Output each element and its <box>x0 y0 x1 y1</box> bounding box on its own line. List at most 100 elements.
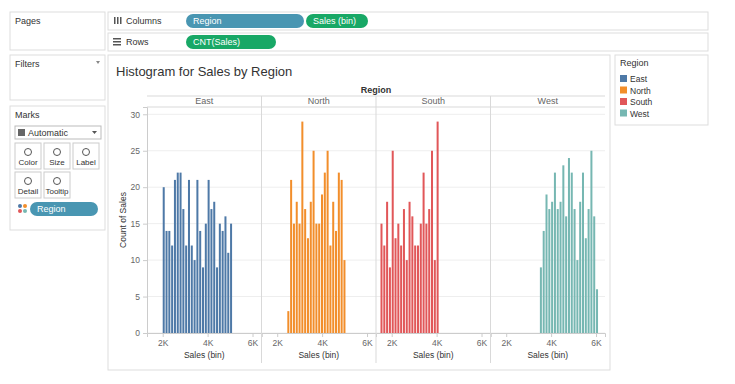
bar <box>568 158 570 333</box>
shelf-pill[interactable] <box>186 14 304 28</box>
bar <box>222 231 224 333</box>
y-axis-line <box>143 108 148 334</box>
grid-line <box>147 150 262 151</box>
page: PagesColumnsRegionSales (bin)RowsCNT(Sal… <box>0 0 735 384</box>
x-tick: 6K <box>591 333 602 348</box>
bar <box>208 180 210 333</box>
x-tick: 2K <box>502 333 513 348</box>
columns-shelf <box>108 12 708 30</box>
bars <box>540 151 598 333</box>
mark-type-text[interactable]: Automatic <box>28 128 69 138</box>
bar <box>199 231 201 333</box>
x-axis-line <box>491 334 606 338</box>
x-axis-line <box>148 334 263 338</box>
color-icon <box>18 209 22 213</box>
mark-button-label[interactable]: Size <box>49 158 65 167</box>
bar <box>301 122 303 333</box>
y-axis-title: Count of Sales <box>118 192 128 248</box>
legend-entry: North <box>630 86 651 96</box>
color-icon <box>23 204 27 208</box>
bar <box>571 173 573 333</box>
shelf-pill-text[interactable]: Region <box>193 16 222 26</box>
mark-button[interactable] <box>44 143 70 169</box>
bar <box>313 151 315 333</box>
grid-line <box>262 114 377 115</box>
rows-shelf <box>108 33 708 51</box>
x-axis-line <box>262 334 377 338</box>
x-tick-mark <box>392 333 393 337</box>
bar <box>397 224 399 333</box>
header-divider <box>147 96 605 97</box>
bar <box>411 216 413 333</box>
bar <box>185 246 187 333</box>
shelf-pill-text[interactable]: CNT(Sales) <box>193 37 240 47</box>
x-tick-mark <box>482 333 483 337</box>
bar <box>546 194 548 333</box>
marks-pill[interactable] <box>30 202 98 216</box>
bar <box>182 209 184 333</box>
bar <box>596 289 598 333</box>
bar <box>403 209 405 333</box>
x-tick-mark <box>596 333 597 337</box>
mark-button[interactable] <box>73 143 99 169</box>
pages-pane <box>10 12 105 50</box>
mark-button[interactable] <box>15 172 41 198</box>
bar <box>593 216 595 333</box>
marks-pane <box>10 106 105 230</box>
mark-type-dropdown[interactable] <box>15 126 101 139</box>
y-tick-mark <box>143 114 147 115</box>
facet-label: South <box>421 96 445 106</box>
sheet-pane <box>108 55 610 370</box>
bar <box>196 180 198 333</box>
mark-button-icon <box>83 149 90 156</box>
legend-entry: South <box>630 97 652 107</box>
shelf-pill-text[interactable]: Sales (bin) <box>313 16 356 26</box>
shelf-pill[interactable] <box>306 14 368 28</box>
dropdown-arrow <box>92 131 97 134</box>
bar <box>579 202 581 333</box>
x-tick-label: 4K <box>546 338 557 348</box>
marks-title: Marks <box>15 110 40 120</box>
mark-button-label[interactable]: Label <box>76 158 96 167</box>
rows-label: Rows <box>126 37 149 47</box>
x-tick-label: 2K <box>158 338 169 348</box>
mark-button[interactable] <box>15 143 41 169</box>
mark-button[interactable] <box>44 172 70 198</box>
mark-button-label[interactable]: Color <box>18 158 37 167</box>
bar <box>560 202 562 333</box>
bar <box>540 267 542 333</box>
bar <box>338 173 340 333</box>
legend-title: Region <box>620 58 649 68</box>
shelf-pill[interactable] <box>186 35 276 49</box>
bar <box>168 231 170 333</box>
bars <box>163 173 232 333</box>
y-tick: 30 <box>131 110 147 120</box>
bar <box>417 246 419 333</box>
columns-icon <box>114 17 116 24</box>
x-tick-mark <box>551 333 552 337</box>
color-icon <box>18 204 22 208</box>
y-tick-label: 25 <box>131 146 141 156</box>
legend-pane <box>615 55 708 125</box>
filters-title: Filters <box>15 59 40 69</box>
rows-icon <box>113 38 121 40</box>
marks-pill-text[interactable]: Region <box>37 204 66 214</box>
facet-divider <box>490 96 491 363</box>
x-tick: 2K <box>273 333 284 348</box>
mark-button-label[interactable]: Detail <box>18 187 39 196</box>
y-tick-label: 10 <box>131 255 141 265</box>
bar <box>293 224 295 333</box>
x-axis-title: Sales (bin) <box>413 350 454 360</box>
pages-title: Pages <box>15 16 41 26</box>
grid-line <box>262 150 377 151</box>
grid-line <box>376 114 491 115</box>
x-axis: 2K4K6K <box>262 333 377 348</box>
bar <box>590 151 592 333</box>
bar <box>548 209 550 333</box>
mark-button-label[interactable]: Tooltip <box>45 187 69 196</box>
legend-swatch <box>620 75 627 82</box>
color-icon <box>23 209 27 213</box>
bar <box>287 311 289 333</box>
y-tick-label: 0 <box>135 328 140 338</box>
bar <box>576 260 578 333</box>
